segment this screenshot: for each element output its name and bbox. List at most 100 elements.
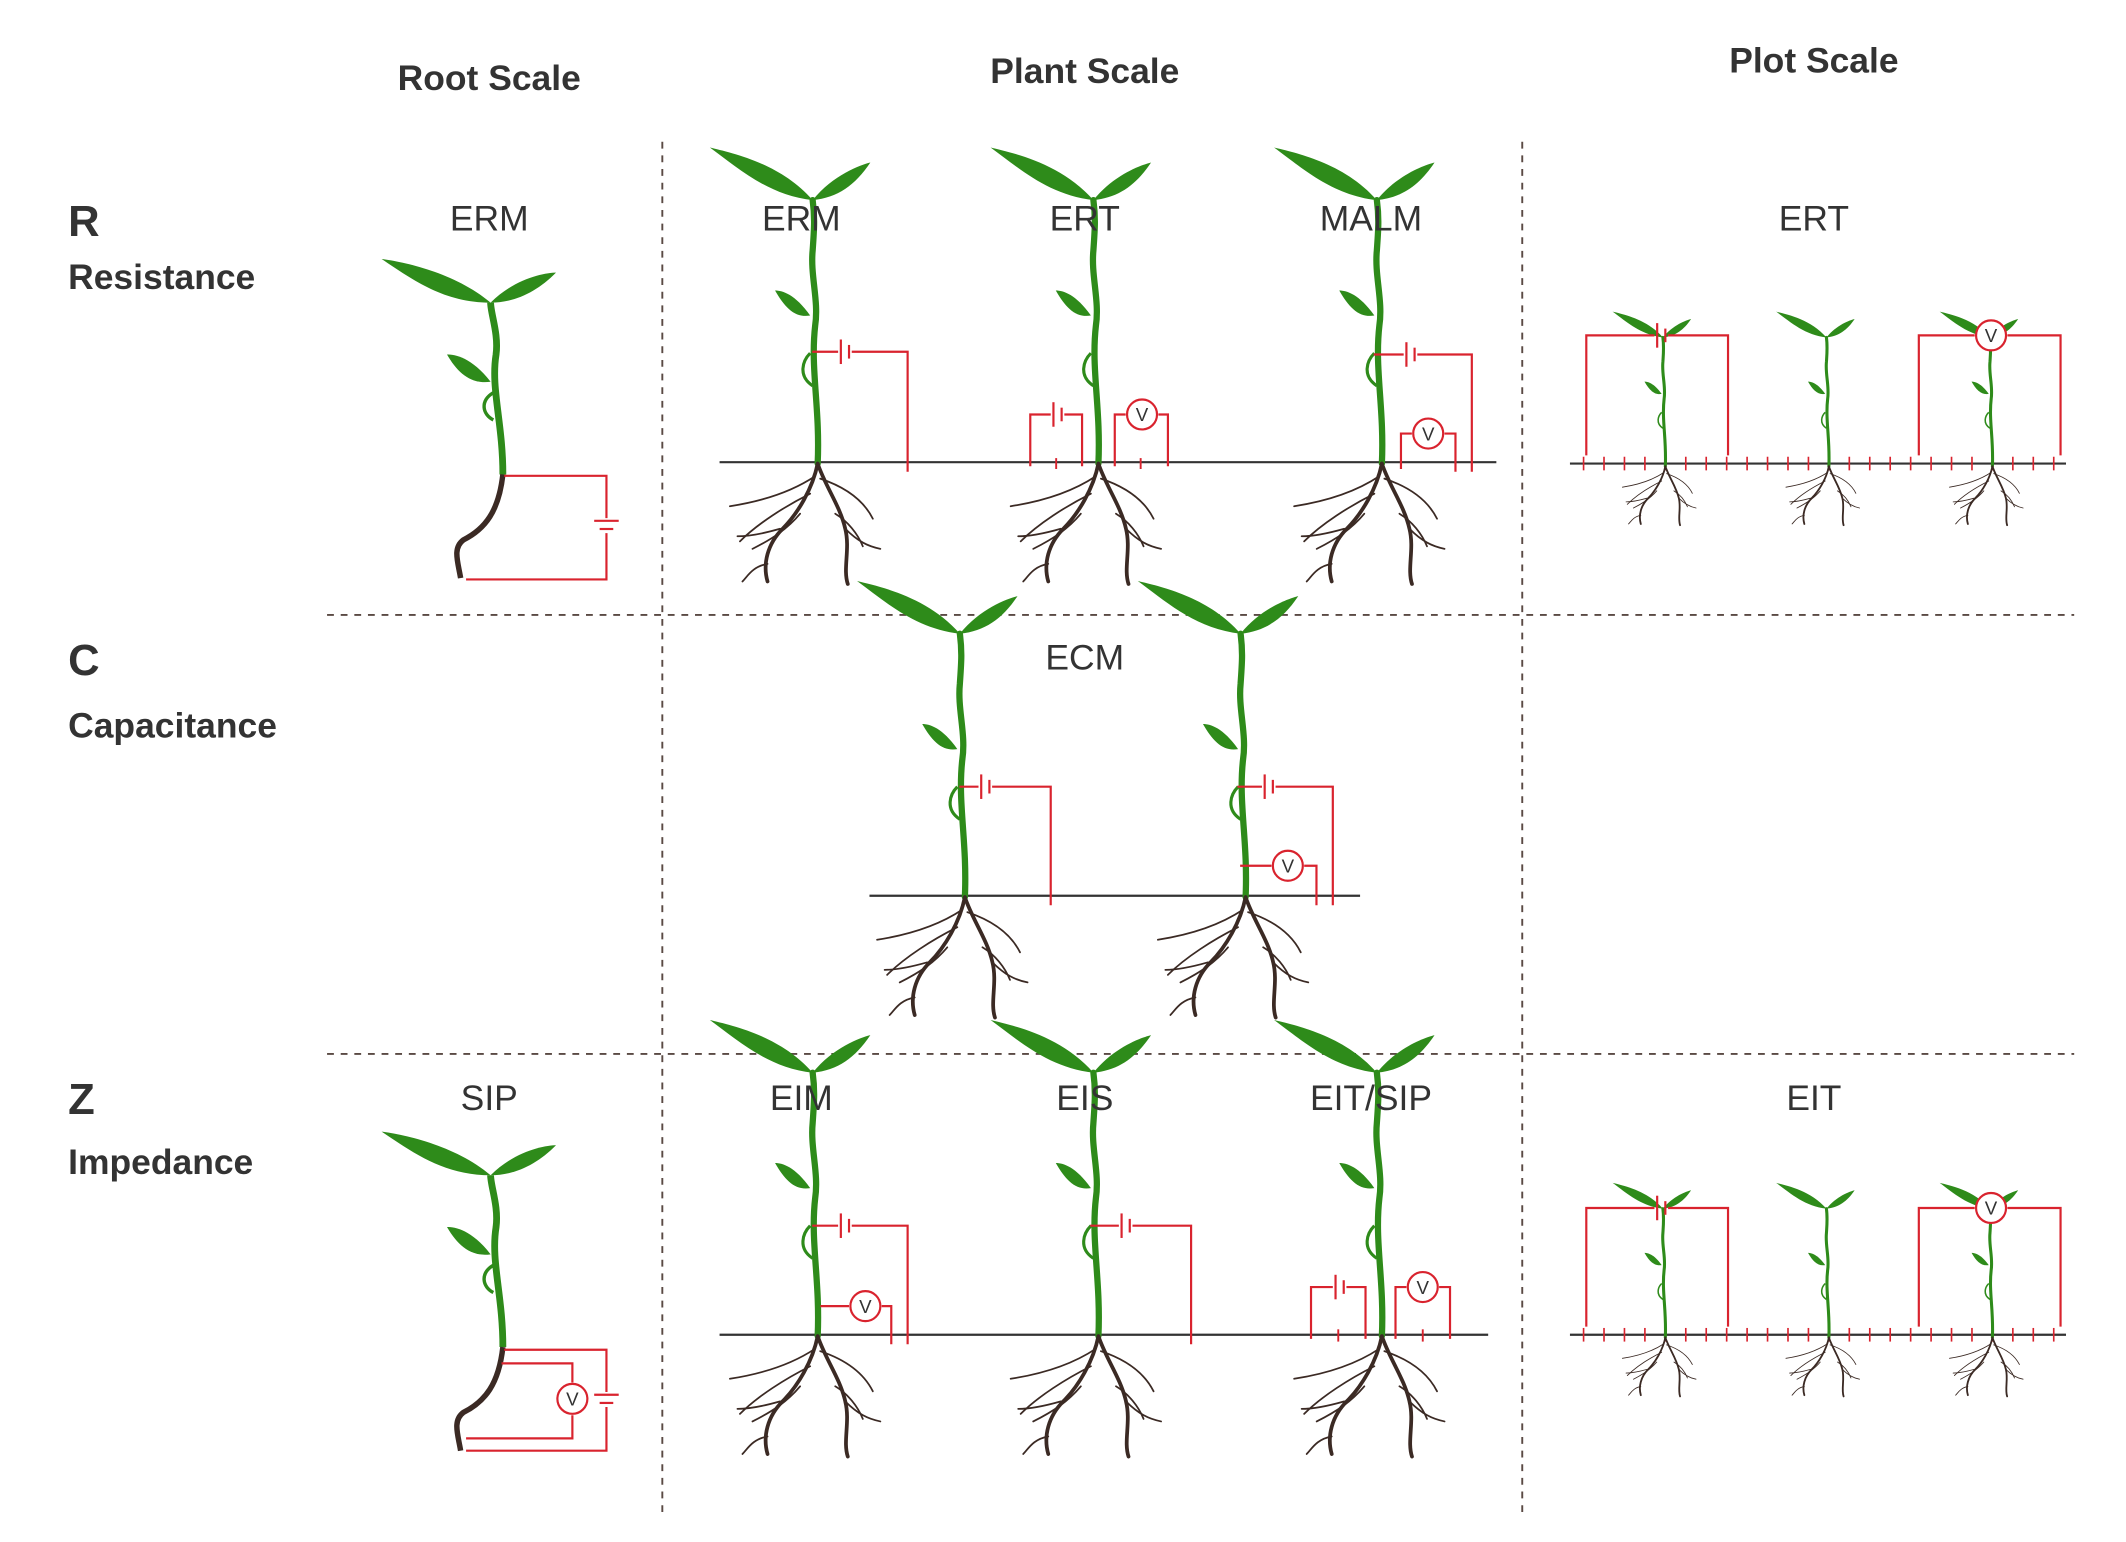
voltmeter-icon: V xyxy=(1974,319,2008,352)
leaf xyxy=(812,1035,871,1073)
leaf xyxy=(1826,319,1855,338)
battery-icon xyxy=(1656,323,1667,348)
plant-scale-heading: Plant Scale xyxy=(990,50,1180,92)
leaf xyxy=(1776,311,1827,338)
root-system xyxy=(729,1334,882,1459)
svg-text:V: V xyxy=(1282,856,1295,877)
leaf xyxy=(446,1227,491,1255)
row-resistance: V V V xyxy=(381,147,2067,586)
leaf xyxy=(1376,162,1435,201)
plant-icon xyxy=(857,581,1029,1020)
voltmeter-icon: V xyxy=(849,1290,882,1323)
plant-icon xyxy=(1776,311,1860,527)
svg-text:V: V xyxy=(566,1389,579,1410)
leaf xyxy=(990,147,1094,201)
svg-text:V: V xyxy=(1985,325,1998,346)
leaf xyxy=(1662,319,1692,338)
leaf xyxy=(922,724,958,750)
row-name-resistance: Resistance xyxy=(68,256,256,298)
stem xyxy=(809,1069,822,1340)
svg-text:V: V xyxy=(1136,404,1149,425)
svg-text:V: V xyxy=(1417,1277,1430,1298)
battery-icon xyxy=(839,339,851,365)
stem xyxy=(1824,1207,1831,1340)
circuit-wire xyxy=(851,350,909,472)
root-system xyxy=(1009,461,1162,586)
battery-icon xyxy=(1052,402,1063,427)
plot-scale-heading: Plot Scale xyxy=(1729,39,1899,81)
circuit-wire xyxy=(1158,413,1170,467)
leaf xyxy=(381,1131,491,1176)
circuit-wire xyxy=(1346,1285,1367,1339)
method-label-r-plant-2: ERT xyxy=(1049,197,1120,239)
plant-icon xyxy=(1776,1182,1860,1398)
row-letter-z: Z xyxy=(68,1074,95,1124)
battery-icon xyxy=(1263,774,1274,799)
plant-icon xyxy=(990,1020,1162,1459)
stem xyxy=(487,1175,507,1348)
voltmeter-icon: V xyxy=(1412,417,1445,450)
leaf xyxy=(381,259,491,303)
leaf xyxy=(1971,1252,1989,1266)
leaf xyxy=(1776,1182,1827,1209)
leaf xyxy=(1274,147,1377,201)
root-scale-heading: Root Scale xyxy=(397,57,581,99)
circuit-wire xyxy=(1309,1285,1333,1339)
voltmeter-icon: V xyxy=(1406,1270,1439,1304)
leaf xyxy=(1826,1190,1855,1209)
root xyxy=(454,474,506,579)
leaf xyxy=(1202,724,1239,750)
root-system xyxy=(1949,1336,2024,1398)
circuit-wire xyxy=(1029,413,1051,467)
leaf xyxy=(1055,1163,1091,1189)
plant-icon xyxy=(1612,311,1697,527)
stem xyxy=(1661,1207,1668,1340)
voltmeter-icon: V xyxy=(1271,849,1304,882)
leaf xyxy=(990,1020,1094,1073)
row-name-impedance: Impedance xyxy=(68,1141,254,1183)
circuit-wire xyxy=(466,1407,608,1452)
svg-text:V: V xyxy=(1985,1198,1998,1219)
circuit-wire xyxy=(2007,1206,2062,1327)
circuit-wire xyxy=(1668,1206,1730,1327)
stem xyxy=(1988,1207,1995,1340)
plant-icon xyxy=(1274,147,1446,586)
root-system xyxy=(1621,1336,1697,1398)
row-letter-c: C xyxy=(68,635,100,685)
method-label-z-root: SIP xyxy=(460,1077,518,1118)
method-label-z-plant-1: EIM xyxy=(769,1077,833,1118)
leaf xyxy=(446,354,491,383)
method-label-r-plot: ERT xyxy=(1778,197,1850,239)
leaf xyxy=(1240,596,1299,634)
root-system xyxy=(1156,895,1310,1020)
method-label-r-plant-1: ERM xyxy=(761,197,841,239)
battery-icon xyxy=(839,1213,851,1238)
plant-icon xyxy=(1137,581,1310,1020)
battery-icon xyxy=(1120,1213,1131,1238)
leaf xyxy=(812,162,871,201)
circuit-wire xyxy=(1668,334,1730,456)
method-label-z-plot: EIT xyxy=(1786,1077,1842,1118)
leaf xyxy=(1808,1252,1826,1266)
method-label-r-root: ERM xyxy=(449,197,529,239)
circuit-wire xyxy=(1399,432,1412,470)
leaf xyxy=(959,596,1018,634)
leaf xyxy=(1093,1035,1152,1073)
leaf xyxy=(709,147,813,201)
voltmeter-icon: V xyxy=(1974,1191,2008,1225)
stem xyxy=(1089,197,1102,467)
plant-icon xyxy=(709,147,882,586)
plant-with-root-icon xyxy=(381,1131,557,1452)
leaf xyxy=(709,1020,813,1073)
circuit-wire xyxy=(881,1305,893,1345)
leaf xyxy=(1376,1035,1435,1073)
circuit-wire xyxy=(1394,1285,1407,1339)
leaf xyxy=(1971,381,1989,395)
stem xyxy=(1988,335,1995,468)
root-system xyxy=(1293,1334,1446,1459)
method-label-z-plant-3: EIT/SIP xyxy=(1309,1077,1433,1118)
row-letter-r: R xyxy=(68,196,100,246)
leaf xyxy=(857,581,960,634)
circuit-wire xyxy=(1917,1206,1975,1327)
